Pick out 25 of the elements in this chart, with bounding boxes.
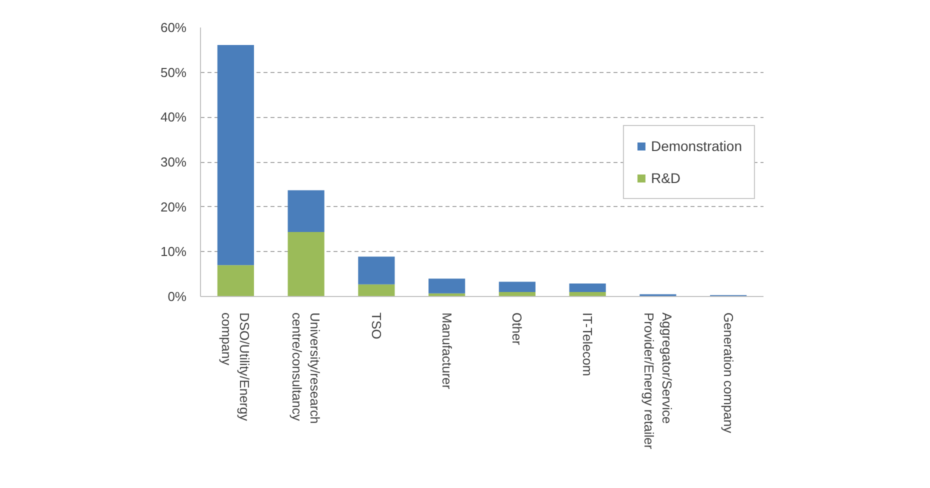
- y-tick-label: 50%: [160, 64, 187, 80]
- bar: [498, 282, 536, 292]
- legend-label: Demonstration: [650, 138, 742, 154]
- x-tick-label: Aggregator/Service Provider/Energy retailer: [641, 312, 674, 450]
- bar: [569, 284, 606, 292]
- x-tick-label: Other: [510, 312, 525, 346]
- bar: [217, 44, 254, 266]
- x-tick-label: DSO/Utility/Energy company: [219, 312, 252, 422]
- x-tick-label: Manufacturer: [439, 312, 454, 390]
- x-tick-label: TSO: [368, 312, 384, 340]
- y-tick-label: 0%: [168, 289, 187, 304]
- bar: [358, 284, 395, 296]
- bar: [288, 232, 324, 296]
- y-tick-label: 20%: [160, 199, 187, 214]
- bar: [358, 256, 395, 284]
- bar: [288, 190, 324, 232]
- y-tick-label: 30%: [160, 154, 187, 170]
- bar: [217, 265, 254, 296]
- y-tick-label: 40%: [160, 110, 187, 125]
- x-tick-label: IT-Telecom: [580, 312, 596, 376]
- legend-label: R&D: [650, 170, 681, 186]
- y-tick-label: 60%: [160, 20, 187, 35]
- y-tick-label: 10%: [160, 244, 187, 260]
- bar: [428, 278, 466, 294]
- x-tick-label: Generation company: [720, 312, 736, 434]
